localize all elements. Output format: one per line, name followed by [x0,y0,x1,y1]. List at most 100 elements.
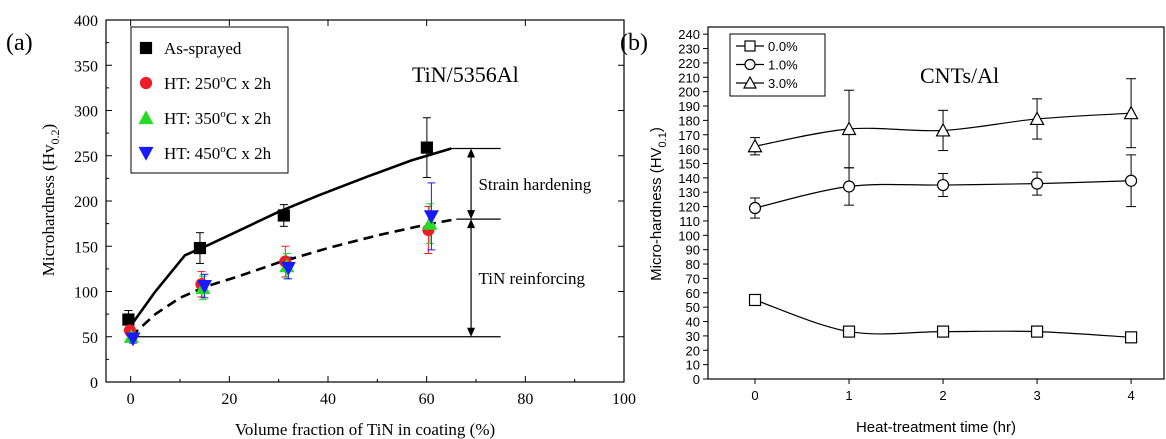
x-tick-label: 2 [939,388,946,403]
panel-a-y-label-sub: 0.2 [48,129,62,144]
y-tick-label: 60 [686,286,700,301]
y-tick-label: 120 [678,200,700,215]
x-tick-label: 1 [845,388,852,403]
y-tick-label: 110 [679,214,700,229]
y-tick-label: 0 [693,372,700,387]
legend-label-text: HT: 350 [164,109,220,128]
data-point [1029,111,1045,126]
x-tick-label: 40 [320,391,336,408]
x-tick-label: 0 [127,391,135,408]
x-tick-label: 20 [221,391,237,408]
x-tick-label: 3 [1033,388,1040,403]
legend-marker [744,40,756,52]
data-point [842,325,856,338]
panel-a-reference-lines [130,147,501,338]
data-point [1124,331,1138,344]
y-tick-label: 30 [686,329,700,344]
y-tick-label: 140 [678,171,700,186]
legend-label: 1.0% [768,58,798,73]
y-tick-label: 90 [686,243,700,258]
legend-marker [139,76,153,90]
panel-b-y-label: Micro-hardness (HV0.1) [648,127,669,281]
y-tick-label: 220 [678,56,700,71]
panel-b-data-series [747,78,1139,344]
data-point [280,261,296,276]
data-point [125,332,141,347]
legend-label-text: As-sprayed [164,39,242,58]
x-tick-label: 4 [1127,388,1134,403]
annotation-label: Strain hardening [478,175,591,194]
data-point [935,122,951,137]
data-point [1124,174,1138,187]
panel-a-data-series [122,117,439,347]
y-tick-label: 130 [678,185,700,200]
legend-label: HT: 250oC x 2h [164,73,272,93]
panel-b-y-label-main: Micro-hardness (HV [648,147,665,280]
legend-marker [138,146,154,161]
y-tick-label: 150 [678,156,700,171]
y-tick-label: 100 [678,228,700,243]
x-tick-label: 60 [419,391,435,408]
y-tick-label: 40 [686,315,700,330]
panel-b-legend: 0.0% 1.0% 3.0% [729,33,826,97]
data-point [936,325,950,338]
x-tick-label: 80 [517,391,533,408]
panel-b-y-label-close: ) [648,127,665,132]
legend-label-text: C x 2h [226,144,272,163]
panel-a-y-axis: 0 50 100 150 200 250 300 350 400 [74,13,624,392]
y-tick-label: 10 [686,358,700,373]
data-point [420,141,433,154]
data-point [842,180,856,193]
panel-a-y-label: Microhardness (Hv0.2) [39,124,62,276]
y-tick-label: 240 [678,27,700,42]
fit-line-solid [129,147,452,327]
annotation-arrow-head [467,148,476,158]
legend-label-superscript: o [220,108,226,120]
legend-marker [744,58,756,71]
data-point [748,201,762,215]
legend-label: 3.0% [768,76,798,91]
y-tick-label: 180 [678,113,700,128]
data-point [1030,325,1044,338]
data-point [1123,105,1139,120]
data-point [423,210,439,225]
legend-marker [138,110,154,125]
data-point [196,279,212,294]
panel-b: (b) 010203040506070809010011012013014015… [620,26,1165,436]
panel-b-plot-frame [707,26,1165,380]
legend-label-superscript: o [220,73,226,85]
y-tick-label: 50 [686,300,700,315]
y-tick-label: 20 [686,343,700,358]
panel-b-x-axis: 0 1 2 3 4 [751,379,1135,403]
panel-b-label: (b) [620,30,648,56]
legend-marker [139,41,153,55]
data-point [936,178,950,192]
y-tick-label: 150 [74,239,98,256]
panel-a: (a) 0 50 100 150 200 250 300 350 400 0 20 40 60 80 10… [6,13,636,439]
y-tick-label: 0 [90,375,98,392]
y-tick-label: 200 [678,85,700,100]
legend-label: HT: 350oC x 2h [164,108,272,128]
panel-a-x-label: Volume fraction of TiN in coating (%) [235,420,495,439]
y-tick-label: 230 [678,42,700,57]
y-tick-label: 400 [74,13,98,30]
panel-b-material-title: CNTs/Al [920,63,999,88]
panel-a-y-label-main: Microhardness (Hv [39,144,58,276]
legend-label: As-sprayed [164,39,242,58]
y-tick-label: 100 [74,285,98,302]
y-tick-label: 250 [74,149,98,166]
y-tick-label: 170 [678,128,700,143]
panel-a-annotations: Strain hardening TiN reinforcing [467,148,592,337]
panel-a-label: (a) [6,30,33,56]
data-point [1030,177,1044,190]
legend-marker [742,75,758,89]
legend-label-text: HT: 450 [164,144,220,163]
panel-a-fit-lines [129,147,457,338]
y-tick-label: 70 [686,271,700,286]
panel-a-x-axis: 0 20 40 60 80 100 [127,20,636,408]
data-point [841,121,857,136]
data-point [422,215,438,230]
x-tick-label: 0 [751,388,758,403]
legend-label-text: C x 2h [226,109,272,128]
